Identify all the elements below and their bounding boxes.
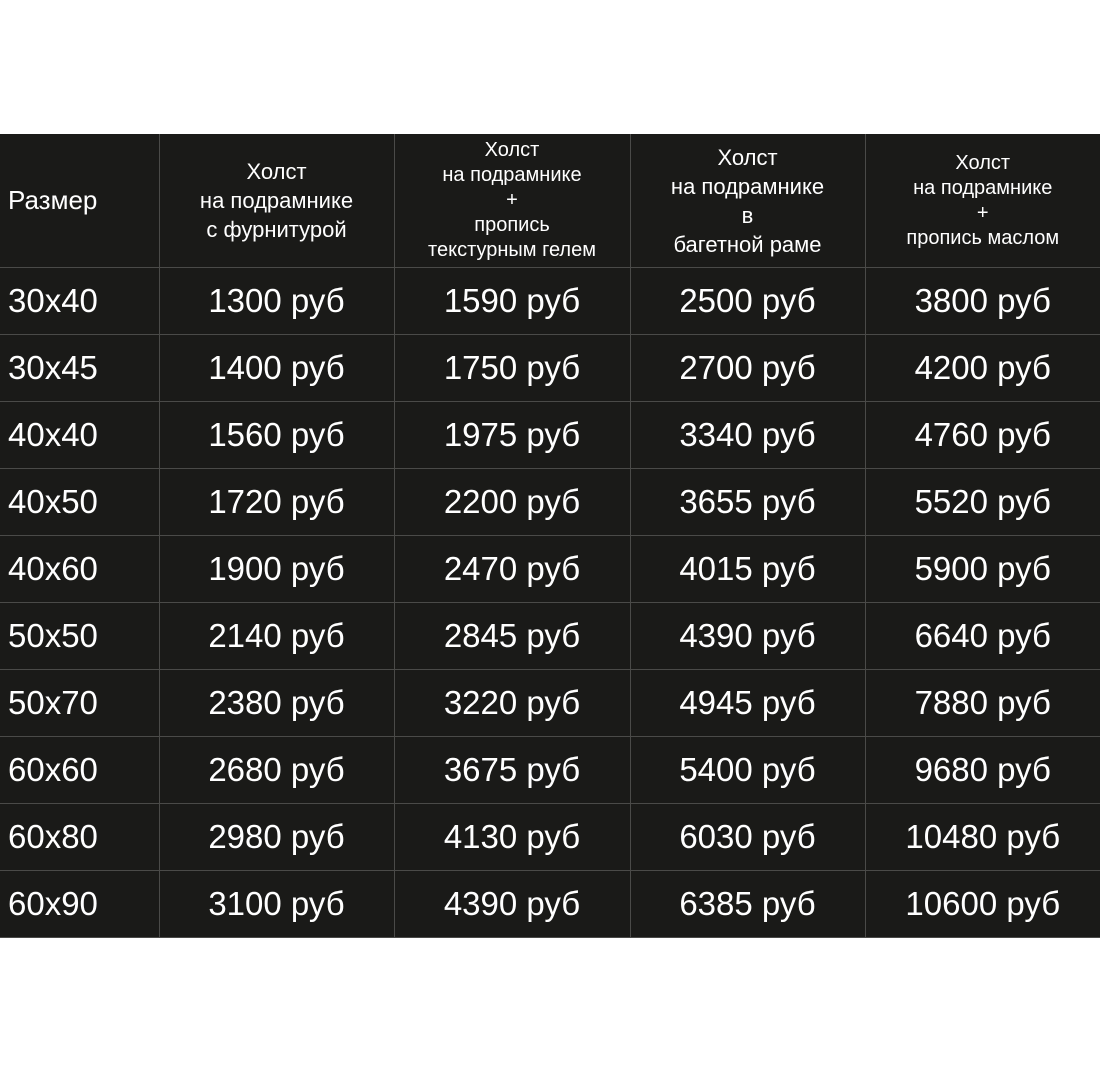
- price-cell: 7880 руб: [864, 669, 1100, 737]
- price-cell: 5400 руб: [629, 736, 866, 804]
- price-cell: 2845 руб: [393, 602, 631, 670]
- size-cell: 30x40: [0, 267, 160, 335]
- price-cell: 3100 руб: [158, 870, 395, 938]
- header-line: на подрамнике: [913, 176, 1053, 199]
- size-cell: 30x45: [0, 334, 160, 402]
- price-cell: 4130 руб: [393, 803, 631, 871]
- price-cell: 4390 руб: [393, 870, 631, 938]
- price-cell: 1720 руб: [158, 468, 395, 536]
- table-row: 40x40 1560 руб 1975 руб 3340 руб 4760 руб: [0, 401, 1100, 469]
- table-row: 40x50 1720 руб 2200 руб 3655 руб 5520 руб: [0, 468, 1100, 536]
- size-cell: 60x90: [0, 870, 160, 938]
- price-cell: 2140 руб: [158, 602, 395, 670]
- price-cell: 2470 руб: [393, 535, 631, 603]
- price-cell: 2700 руб: [629, 334, 866, 402]
- header-line: текстурным гелем: [428, 239, 596, 261]
- size-cell: 50x70: [0, 669, 160, 737]
- column-header-canvas-baguette-frame: Холст на подрамнике в багетной раме: [629, 134, 866, 268]
- size-cell: 60x60: [0, 736, 160, 804]
- price-cell: 4200 руб: [864, 334, 1100, 402]
- price-cell: 1300 руб: [158, 267, 395, 335]
- price-cell: 3340 руб: [629, 401, 866, 469]
- table-row: 50x50 2140 руб 2845 руб 4390 руб 6640 руб: [0, 602, 1100, 670]
- price-cell: 10600 руб: [864, 870, 1100, 938]
- price-cell: 3675 руб: [393, 736, 631, 804]
- price-cell: 4945 руб: [629, 669, 866, 737]
- price-cell: 2380 руб: [158, 669, 395, 737]
- price-cell: 4760 руб: [864, 401, 1100, 469]
- price-cell: 6640 руб: [864, 602, 1100, 670]
- price-cell: 9680 руб: [864, 736, 1100, 804]
- price-cell: 2500 руб: [629, 267, 866, 335]
- header-line: Холст: [246, 159, 307, 184]
- size-cell: 40x40: [0, 401, 160, 469]
- size-cell: 40x60: [0, 535, 160, 603]
- size-cell: 60x80: [0, 803, 160, 871]
- header-line: на подрамнике: [199, 188, 354, 213]
- price-cell: 1590 руб: [393, 267, 631, 335]
- price-cell: 6385 руб: [629, 870, 866, 938]
- header-line: +: [506, 189, 518, 211]
- header-line: в: [741, 202, 754, 228]
- price-cell: 1560 руб: [158, 401, 395, 469]
- header-line: Холст: [484, 139, 540, 161]
- header-line: +: [976, 201, 989, 224]
- price-cell: 4015 руб: [629, 535, 866, 603]
- header-row: Размер Холст на подрамнике с фурнитурой Холс…: [0, 134, 1100, 268]
- price-cell: 2200 руб: [393, 468, 631, 536]
- price-cell: 3655 руб: [629, 468, 866, 536]
- table-row: 30x45 1400 руб 1750 руб 2700 руб 4200 руб: [0, 334, 1100, 402]
- price-cell: 5900 руб: [864, 535, 1100, 603]
- header-line: Размер: [8, 185, 98, 215]
- column-header-canvas-stretcher-fittings: Холст на подрамнике с фурнитурой: [158, 134, 395, 268]
- price-cell: 4390 руб: [629, 602, 866, 670]
- price-cell: 2680 руб: [158, 736, 395, 804]
- table-row: 60x80 2980 руб 4130 руб 6030 руб 10480 руб: [0, 803, 1100, 871]
- price-cell: 1400 руб: [158, 334, 395, 402]
- price-cell: 1900 руб: [158, 535, 395, 603]
- table-row: 60x60 2680 руб 3675 руб 5400 руб 9680 руб: [0, 736, 1100, 804]
- price-cell: 5520 руб: [864, 468, 1100, 536]
- price-cell: 2980 руб: [158, 803, 395, 871]
- size-cell: 40x50: [0, 468, 160, 536]
- header-line: на подрамнике: [670, 173, 825, 199]
- column-header-canvas-oil: Холст на подрамнике + пропись маслом: [864, 134, 1100, 268]
- price-cell: 3800 руб: [864, 267, 1100, 335]
- price-table: Размер Холст на подрамнике с фурнитурой Холс…: [0, 134, 1100, 938]
- table-row: 30x40 1300 руб 1590 руб 2500 руб 3800 руб: [0, 267, 1100, 335]
- table-row: 60x90 3100 руб 4390 руб 6385 руб 10600 руб: [0, 870, 1100, 938]
- table-row: 50x70 2380 руб 3220 руб 4945 руб 7880 руб: [0, 669, 1100, 737]
- header-line: пропись маслом: [906, 226, 1060, 249]
- price-cell: 3220 руб: [393, 669, 631, 737]
- header-line: пропись: [474, 214, 550, 236]
- column-header-canvas-texture-gel: Холст на подрамнике + пропись текстурным гел…: [393, 134, 631, 268]
- header-line: багетной раме: [673, 231, 822, 257]
- header-line: с фурнитурой: [206, 217, 347, 242]
- column-header-size: Размер: [0, 134, 160, 268]
- price-cell: 1750 руб: [393, 334, 631, 402]
- header-line: Холст: [955, 151, 1011, 174]
- price-cell: 6030 руб: [629, 803, 866, 871]
- table-row: 40x60 1900 руб 2470 руб 4015 руб 5900 руб: [0, 535, 1100, 603]
- size-cell: 50x50: [0, 602, 160, 670]
- price-cell: 1975 руб: [393, 401, 631, 469]
- header-line: Холст: [717, 144, 778, 170]
- price-cell: 10480 руб: [864, 803, 1100, 871]
- header-line: на подрамнике: [442, 164, 582, 186]
